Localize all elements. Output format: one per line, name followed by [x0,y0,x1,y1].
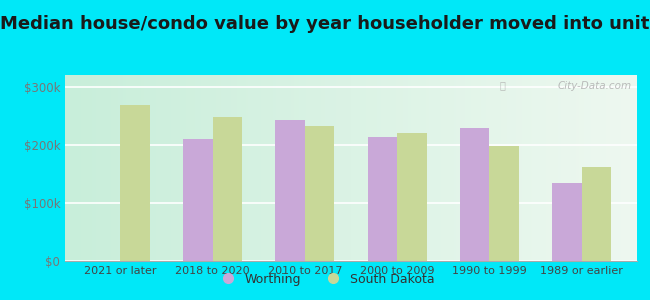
Bar [276,120,305,261]
Text: City-Data.com: City-Data.com [557,81,631,91]
Bar [368,137,397,261]
Bar [552,182,582,261]
Text: ⓘ: ⓘ [500,81,506,91]
Bar [397,133,426,261]
Bar [183,139,213,261]
Bar [120,105,150,261]
Legend: Worthing, South Dakota: Worthing, South Dakota [210,268,440,291]
Bar [305,126,334,261]
Bar [213,117,242,261]
Bar [460,128,489,261]
Bar [582,167,611,261]
Bar [489,146,519,261]
Text: Median house/condo value by year householder moved into unit: Median house/condo value by year househo… [0,15,650,33]
